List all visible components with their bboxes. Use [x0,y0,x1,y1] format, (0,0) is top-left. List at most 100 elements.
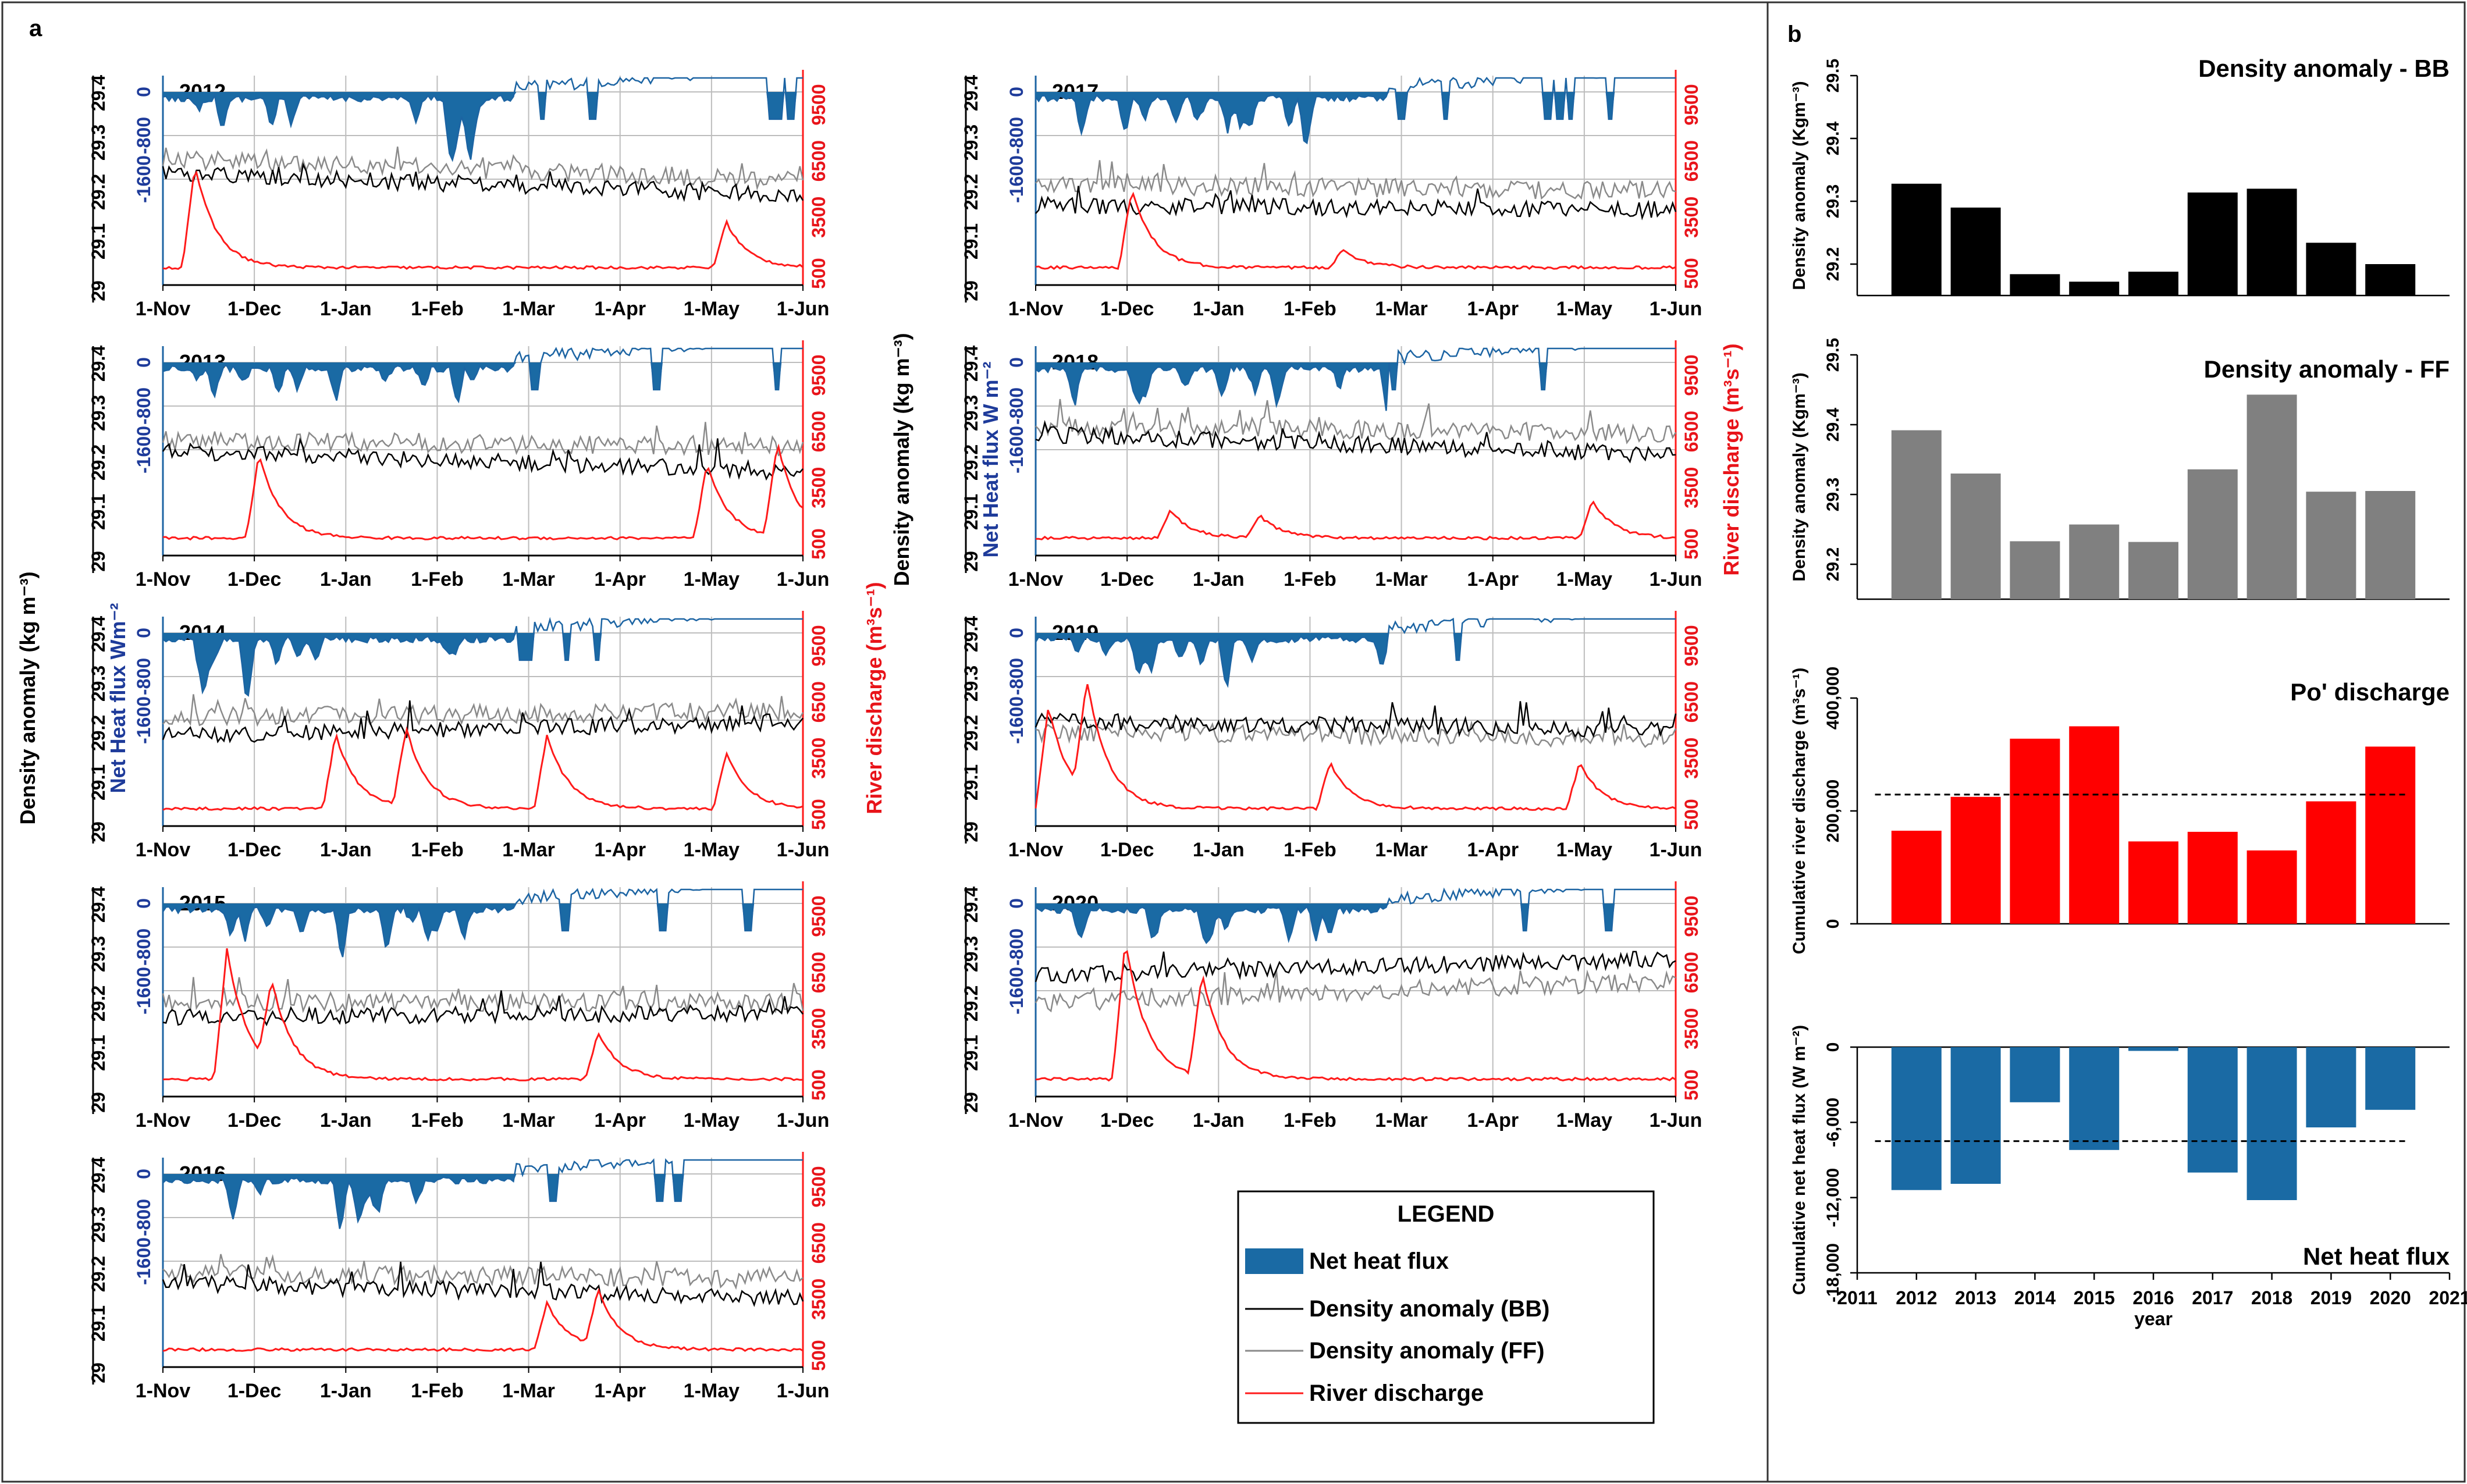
river-tick-label: 500 [1681,528,1702,559]
y-tick-label: 29.4 [1823,121,1843,155]
x-tick-label: 1-Apr [1467,1109,1519,1131]
heat-axis-title-right: Net Heat flux W m⁻² [979,361,1003,557]
density-tick-label: 29.4 [961,75,982,111]
x-tick-label: 1-Mar [1375,1109,1428,1131]
bar-chart-title: Density anomaly - FF [2204,355,2450,383]
river-tick-label: 500 [808,1069,829,1100]
x-tick-label: 1-Mar [502,1380,555,1402]
x-tick-label: 1-Feb [1284,1109,1336,1131]
legend-swatch-heat [1245,1248,1303,1274]
bar [2365,1047,2416,1110]
density-ff-line [1035,969,1676,1013]
y-tick-label: 29.5 [1823,338,1843,372]
density-tick-label: 29.2 [88,174,109,210]
heat-tick-label: -1600 [1006,426,1027,474]
bar [2365,264,2416,296]
bar-chart-title: Po' discharge [2290,678,2450,706]
density-tick-label: 29.4 [88,887,109,923]
heat-tick-label: -1600 [133,155,154,203]
bar [2069,1047,2120,1150]
bar [2246,850,2297,924]
density-tick-label: 29.2 [88,1256,109,1292]
river-tick-label: 9500 [808,895,829,937]
y-tick-label: -18,000 [1823,1243,1843,1302]
bar [2187,1047,2238,1173]
heat-tick-label: -800 [133,117,154,154]
x-tick-label: 1-Jan [320,839,372,861]
x-tick-label: 1-May [1556,298,1612,320]
heat-tick-label: 0 [133,1169,154,1179]
density-tick-label: 29.1 [88,223,109,259]
river-discharge-line [1035,950,1676,1082]
x-tick-label: 1-May [1556,839,1612,861]
density-tick-label: 29 [88,821,109,842]
heat-flux-line [1035,617,1676,688]
x-tick-label: 2021 [2429,1287,2467,1308]
x-tick-label: 1-Apr [594,1109,646,1131]
heat-tick-label: -1600 [133,426,154,474]
x-tick-label: 1-Nov [1008,298,1064,320]
y-tick-label: -12,000 [1823,1168,1843,1227]
density-tick-label: 29.1 [88,1035,109,1071]
heat-flux-area [163,1174,803,1229]
heat-tick-label: -800 [1006,387,1027,425]
density-tick-label: 29.3 [88,666,109,702]
x-tick-label: 1-Apr [1467,298,1519,320]
x-tick-label: 1-Nov [136,839,191,861]
density-bb-line [1035,186,1677,220]
x-tick-label: 1-Feb [411,839,464,861]
x-tick-label: 2011 [1837,1287,1877,1308]
bar [2365,746,2416,924]
legend-item-label: River discharge [1309,1380,1484,1406]
river-tick-label: 3500 [808,1008,829,1049]
x-tick-label: 1-Jun [1650,839,1702,861]
density-tick-label: 29.3 [88,936,109,972]
bar [2010,738,2060,924]
x-tick-label: 1-Jun [1650,298,1702,320]
y-axis-title: Cumulative river discharge (m³s⁻¹) [1790,668,1809,955]
density-tick-label: 29.3 [961,395,982,431]
heat-flux-line [162,888,803,958]
bar-chart: Net heat flux -18,000 -12,000 -6,000 0 Cumula… [1790,1025,2467,1329]
legend-box [1237,1190,1655,1424]
density-tick-label: 29.4 [88,75,109,111]
x-tick-label: 1-Nov [1008,1109,1064,1131]
bar-chart: Density anomaly - BB 29.2 29.3 29.4 29.5 Dens… [1790,55,2450,297]
x-tick-label: 1-Dec [1100,1109,1154,1131]
x-tick-label: 2018 [2251,1287,2292,1308]
bar [2010,274,2060,296]
x-tick-label: 1-Nov [136,298,191,320]
density-bb-line [162,437,804,481]
y-tick-label: 29.3 [1823,478,1843,511]
river-tick-label: 3500 [1681,738,1702,779]
heat-flux-line [162,347,803,404]
panel-b: Density anomaly - BB29.229.329.429.5Dens… [1790,55,2467,1329]
legend-title: LEGEND [1398,1201,1495,1227]
legend-item-label: Density anomaly (BB) [1309,1296,1549,1322]
river-tick-label: 3500 [1681,1008,1702,1049]
bar [1950,796,2001,924]
y-tick-label: 0 [1823,1042,1843,1052]
y-axis-title: Cumulative net heat flux (W m⁻²) [1790,1025,1809,1295]
x-tick-label: 1-Apr [594,839,646,861]
river-tick-label: 3500 [808,467,829,508]
river-discharge-line [1035,684,1676,812]
river-tick-label: 9500 [1681,625,1702,666]
river-tick-label: 500 [808,799,829,830]
bar [2246,188,2297,296]
density-tick-label: 29.3 [961,666,982,702]
x-tick-label: 2019 [2310,1287,2352,1308]
density-tick-label: 29 [961,1092,982,1113]
density-tick-label: 29.2 [88,444,109,481]
heat-flux-area [163,903,803,958]
bar [1950,1047,2001,1184]
density-tick-label: 29.2 [961,985,982,1022]
x-tick-label: 1-May [684,1380,740,1402]
bar [2128,542,2178,599]
bar-chart-title: Density anomaly - BB [2198,55,2450,82]
heat-tick-label: -1600 [133,1237,154,1285]
x-tick-label: 1-Jan [320,298,372,320]
